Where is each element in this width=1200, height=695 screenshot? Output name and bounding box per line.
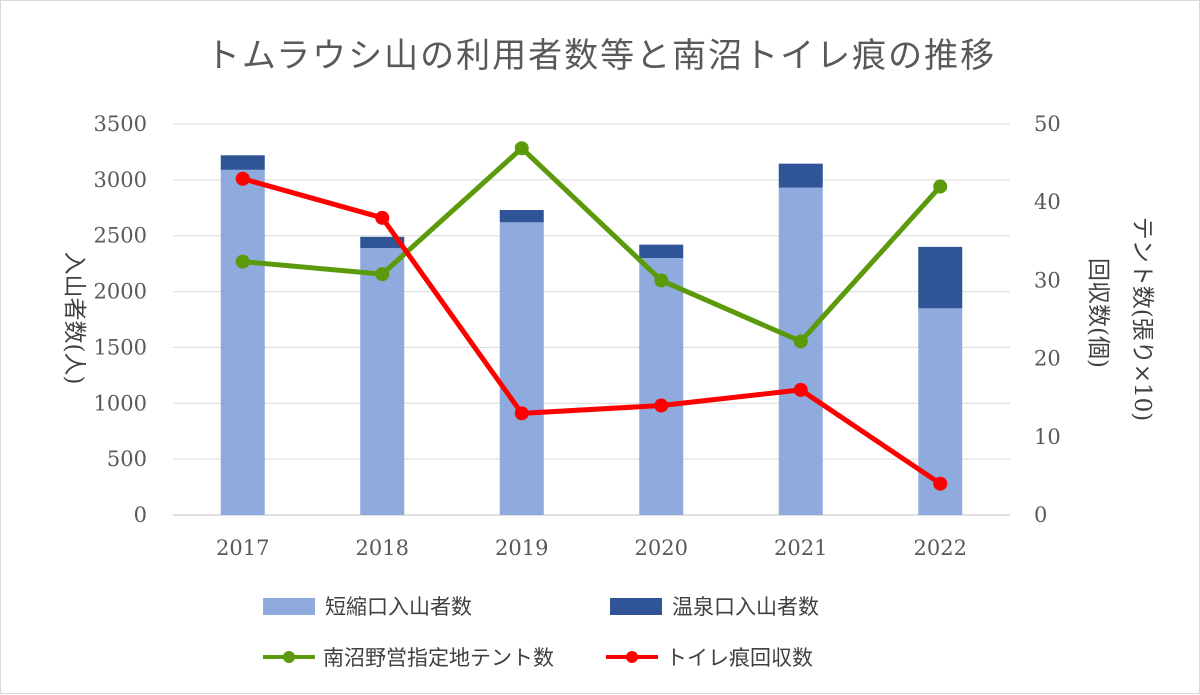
point-toilet bbox=[654, 398, 669, 413]
bar-short-trail bbox=[639, 258, 684, 515]
legend-label-onsen-trail: 温泉口入山者数 bbox=[672, 595, 819, 619]
chart-title: トムラウシ山の利用者数等と南沼トイレ痕の推移 bbox=[206, 36, 996, 76]
bar-onsen-trail bbox=[220, 155, 265, 170]
point-tents bbox=[793, 334, 808, 349]
x-tick-label: 2017 bbox=[216, 536, 269, 560]
point-toilet bbox=[375, 210, 390, 225]
legend-item-tents: 南沼野営指定地テント数 bbox=[263, 646, 554, 670]
right-tick-label: 50 bbox=[1034, 112, 1061, 136]
legend-label-toilet: トイレ痕回収数 bbox=[666, 646, 813, 670]
x-tick-label: 2021 bbox=[774, 536, 827, 560]
left-tick-label: 1500 bbox=[94, 335, 147, 359]
point-tents bbox=[375, 267, 390, 282]
lines bbox=[235, 141, 948, 491]
x-axis-ticks: 2017 2018 2019 2020 2021 2022 bbox=[216, 536, 967, 560]
bar-onsen-trail bbox=[499, 210, 544, 223]
legend-item-toilet: トイレ痕回収数 bbox=[606, 646, 813, 670]
right-axis-ticks: 0 10 20 30 40 50 bbox=[1034, 112, 1061, 527]
bars bbox=[220, 155, 963, 516]
bar-onsen-trail bbox=[639, 244, 684, 259]
legend-marker-tents bbox=[283, 651, 295, 663]
left-tick-label: 3000 bbox=[94, 168, 147, 192]
y-right-axis-title-collected: 回収数(個) bbox=[1085, 258, 1111, 368]
point-toilet bbox=[235, 171, 250, 186]
point-toilet bbox=[793, 382, 808, 397]
legend-item-onsen-trail: 温泉口入山者数 bbox=[610, 595, 819, 619]
right-tick-label: 10 bbox=[1034, 425, 1061, 449]
legend-swatch-short-trail bbox=[263, 598, 315, 615]
x-tick-label: 2019 bbox=[495, 536, 548, 560]
y-left-axis-title: 入山者数(人) bbox=[61, 252, 87, 385]
x-tick-label: 2020 bbox=[635, 536, 688, 560]
line-tents bbox=[240, 145, 943, 344]
bar-onsen-trail bbox=[360, 236, 405, 249]
right-tick-label: 0 bbox=[1034, 503, 1047, 527]
point-tents bbox=[933, 179, 948, 194]
right-tick-label: 30 bbox=[1034, 268, 1061, 292]
left-tick-label: 500 bbox=[107, 447, 147, 471]
point-tents bbox=[654, 273, 669, 288]
x-tick-label: 2018 bbox=[356, 536, 409, 560]
bar-short-trail bbox=[499, 222, 544, 515]
legend: 短縮口入山者数 温泉口入山者数 南沼野営指定地テント数 トイレ痕回収数 bbox=[263, 595, 819, 670]
gridlines bbox=[173, 123, 1010, 516]
left-tick-label: 1000 bbox=[94, 391, 147, 415]
legend-item-short-trail: 短縮口入山者数 bbox=[263, 595, 472, 619]
legend-label-short-trail: 短縮口入山者数 bbox=[325, 595, 472, 619]
line-toilet bbox=[240, 176, 943, 487]
bar-onsen-trail bbox=[918, 246, 963, 309]
bar-short-trail bbox=[360, 248, 405, 515]
left-tick-label: 2000 bbox=[94, 280, 147, 304]
bar-short-trail bbox=[778, 187, 823, 516]
point-toilet bbox=[514, 406, 529, 421]
point-toilet bbox=[933, 476, 948, 491]
right-tick-label: 40 bbox=[1034, 190, 1061, 214]
left-tick-label: 0 bbox=[134, 503, 147, 527]
y-right-axis-title-tents: テント数(張り×10) bbox=[1129, 217, 1155, 421]
point-tents bbox=[235, 254, 250, 269]
legend-label-tents: 南沼野営指定地テント数 bbox=[323, 646, 554, 670]
x-tick-label: 2022 bbox=[914, 536, 967, 560]
bar-short-trail bbox=[220, 169, 265, 515]
point-tents bbox=[514, 141, 529, 156]
legend-swatch-onsen-trail bbox=[610, 598, 662, 615]
left-axis-ticks: 0 500 1000 1500 2000 2500 3000 3500 bbox=[94, 112, 147, 527]
left-tick-label: 2500 bbox=[94, 224, 147, 248]
bar-onsen-trail bbox=[778, 163, 823, 188]
left-tick-label: 3500 bbox=[94, 112, 147, 136]
legend-marker-toilet bbox=[626, 651, 638, 663]
right-tick-label: 20 bbox=[1034, 347, 1061, 371]
